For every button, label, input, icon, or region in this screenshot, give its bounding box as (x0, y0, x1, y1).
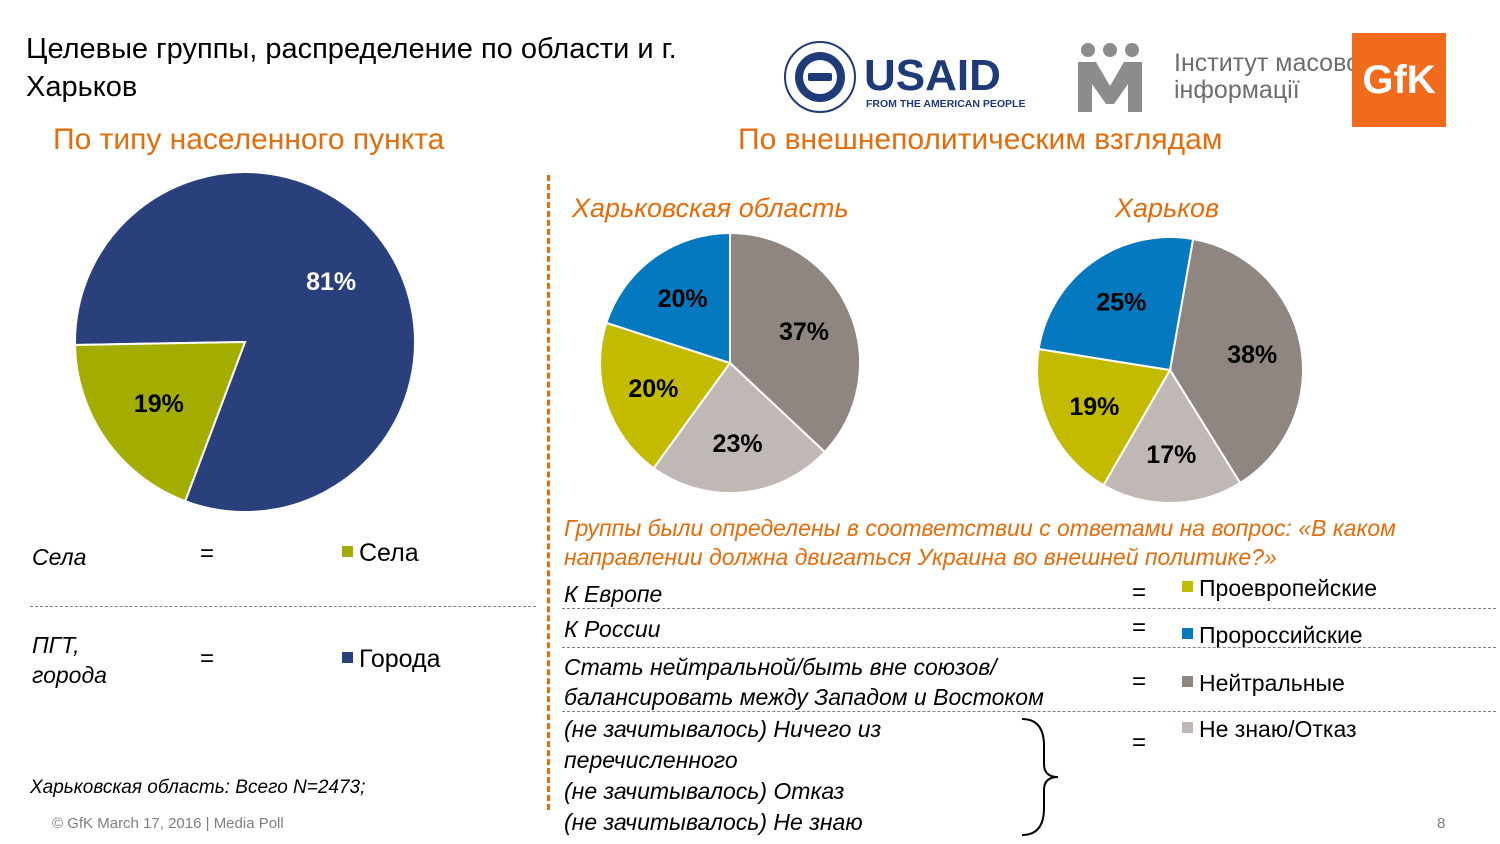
curly-brace-icon (1021, 718, 1059, 836)
usaid-logo: USAID FROM THE AMERICAN PEOPLE (782, 40, 1047, 115)
pie-slice (652, 361, 827, 494)
legend-label: Села (359, 539, 419, 567)
right-section-title: По внешнеполитическим взглядам (738, 123, 1223, 156)
legend-separator (30, 606, 536, 607)
imi-name-line2: інформації (1174, 76, 1300, 104)
pie-slice-label: 38% (1227, 341, 1277, 369)
left-legend-equals: = (200, 645, 215, 672)
imi-logo: Інститут масової інформації (1074, 40, 1367, 115)
pie-slice-label: 19% (134, 390, 184, 418)
pie-slice-label: 20% (658, 285, 708, 313)
right-legend-equals: = (1132, 729, 1147, 756)
sample-note: Харьковская область: Всего N=2473; (30, 777, 366, 798)
pie-slice (74, 340, 247, 503)
left-legend-equals: = (200, 540, 215, 567)
legend-separator (562, 608, 1496, 609)
legend-label: Города (359, 645, 441, 673)
pie-slice (729, 231, 861, 454)
imi-figures-icon (1078, 43, 1142, 112)
legend-swatch (342, 545, 353, 557)
imi-name-line1: Інститут масової (1174, 49, 1367, 77)
pie-slice (1036, 347, 1172, 487)
slide-title: Целевые группы, распределение по области… (26, 33, 677, 103)
pie-slice (1037, 236, 1195, 372)
settlement-type-pie-chart: 81% 19% (74, 171, 416, 513)
legend-swatch (342, 651, 353, 663)
question-note: Группы были определены в соответствии с … (564, 515, 1396, 570)
right-legend-equals: = (1132, 579, 1147, 606)
pie-slice-label: 25% (1096, 289, 1146, 317)
right-legend-item-neutral: Нейтральные (1182, 668, 1345, 698)
right-legend-item-pro-russian: Пророссийские (1182, 620, 1363, 650)
legend-swatch (1182, 722, 1193, 734)
pie-slice-label: 17% (1146, 441, 1196, 469)
legend-separator (562, 647, 1496, 648)
pie-slice-label: 37% (779, 318, 829, 346)
right-legend-term-russia: К России (564, 616, 661, 642)
kharkiv-foreign-policy-pie-chart: 38% 17% 19% 25% (1036, 236, 1304, 504)
section-divider (547, 175, 550, 810)
footer-copyright: © GfK March 17, 2016 | Media Poll (52, 815, 284, 832)
pie-slice-label: 19% (1069, 393, 1119, 421)
pie-slice (605, 231, 731, 365)
pie-slice-label: 20% (628, 375, 678, 403)
pie-slice-label: 23% (713, 430, 763, 458)
right-legend-item-pro-european: Проевропейские (1182, 573, 1377, 603)
left-section-title: По типу населенного пункта (53, 123, 445, 156)
left-legend-term-villages: Села (32, 544, 87, 570)
pie-slice-label: 81% (306, 268, 356, 296)
legend-swatch (1182, 628, 1193, 640)
pie-slice (1102, 368, 1242, 504)
page-number: 8 (1437, 815, 1446, 832)
oblast-pie-title: Харьковская область (572, 193, 849, 223)
right-legend-terms-unsure: (не зачитывалось) Ничего из перечисленно… (564, 716, 882, 835)
right-legend-equals: = (1132, 668, 1147, 695)
usaid-seal-icon: USAID FROM THE AMERICAN PEOPLE (784, 41, 1025, 113)
left-legend-term-towns: ПГТ, города (32, 632, 107, 688)
left-legend-item-towns: Города (342, 644, 441, 674)
right-legend-item-unsure: Не знаю/Отказ (1182, 714, 1357, 744)
right-legend-term-europe: К Европе (564, 581, 663, 607)
kharkiv-pie-title: Харьков (1115, 193, 1220, 223)
legend-swatch (1182, 676, 1193, 688)
gfk-logo: GfK (1352, 33, 1446, 127)
usaid-tagline: FROM THE AMERICAN PEOPLE (866, 98, 1025, 110)
right-legend-equals: = (1132, 614, 1147, 641)
gfk-wordmark: GfK (1362, 58, 1436, 102)
usaid-wordmark: USAID (864, 51, 1001, 100)
legend-swatch (1182, 581, 1193, 593)
pie-slice (599, 321, 732, 470)
right-legend-term-neutral: Стать нейтральной/быть вне союзов/ балан… (564, 654, 1044, 710)
legend-separator (562, 711, 1496, 712)
left-legend-item-villages: Села (342, 538, 419, 568)
oblast-foreign-policy-pie-chart: 37% 23% 20% 20% (599, 231, 861, 494)
